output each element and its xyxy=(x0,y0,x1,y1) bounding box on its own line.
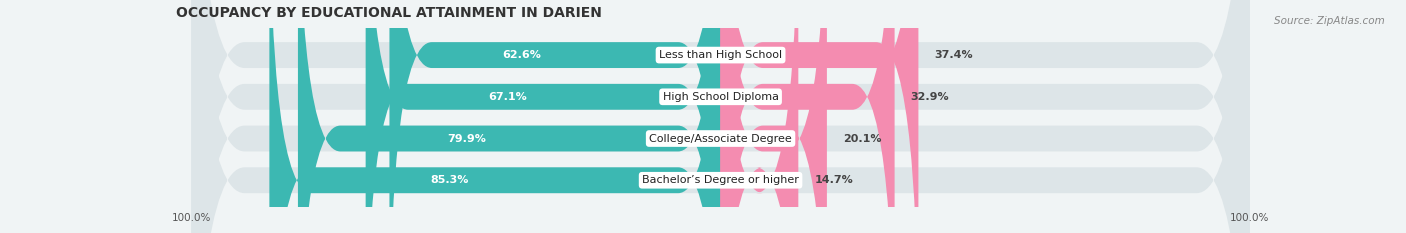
Text: College/Associate Degree: College/Associate Degree xyxy=(650,134,792,144)
Text: 67.1%: 67.1% xyxy=(488,92,527,102)
FancyBboxPatch shape xyxy=(191,0,1250,233)
FancyBboxPatch shape xyxy=(720,0,827,233)
Text: 85.3%: 85.3% xyxy=(430,175,470,185)
Text: 79.9%: 79.9% xyxy=(447,134,486,144)
Text: 62.6%: 62.6% xyxy=(502,50,541,60)
FancyBboxPatch shape xyxy=(720,0,799,233)
FancyBboxPatch shape xyxy=(191,0,1250,233)
Text: 32.9%: 32.9% xyxy=(911,92,949,102)
FancyBboxPatch shape xyxy=(720,0,894,233)
Text: Source: ZipAtlas.com: Source: ZipAtlas.com xyxy=(1274,16,1385,26)
FancyBboxPatch shape xyxy=(298,0,720,233)
Text: 14.7%: 14.7% xyxy=(814,175,853,185)
Text: High School Diploma: High School Diploma xyxy=(662,92,779,102)
FancyBboxPatch shape xyxy=(720,0,918,233)
Text: Bachelor’s Degree or higher: Bachelor’s Degree or higher xyxy=(643,175,799,185)
FancyBboxPatch shape xyxy=(191,0,1250,233)
Text: Less than High School: Less than High School xyxy=(659,50,782,60)
FancyBboxPatch shape xyxy=(270,0,720,233)
Text: 20.1%: 20.1% xyxy=(842,134,882,144)
FancyBboxPatch shape xyxy=(366,0,720,233)
FancyBboxPatch shape xyxy=(191,0,1250,233)
Text: OCCUPANCY BY EDUCATIONAL ATTAINMENT IN DARIEN: OCCUPANCY BY EDUCATIONAL ATTAINMENT IN D… xyxy=(176,6,602,20)
Text: 37.4%: 37.4% xyxy=(934,50,973,60)
FancyBboxPatch shape xyxy=(389,0,720,233)
